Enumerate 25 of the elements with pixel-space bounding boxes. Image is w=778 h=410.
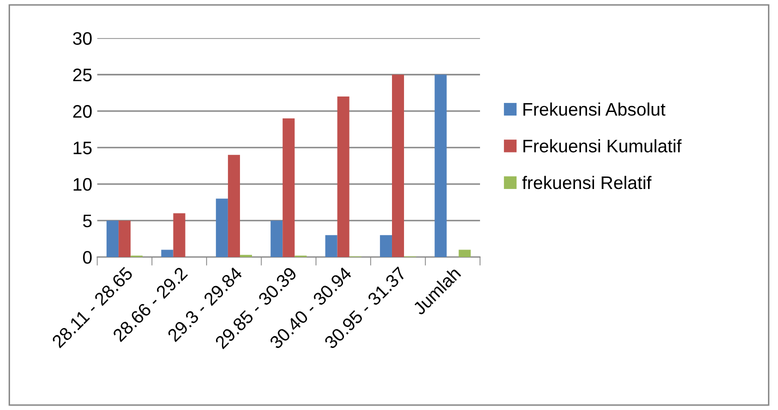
bar (216, 198, 228, 258)
y-tick-label: 10 (74, 178, 92, 191)
legend-label: frekuensi Relatif (522, 176, 652, 190)
bar (228, 154, 240, 258)
bar (434, 74, 447, 258)
bar (161, 250, 174, 258)
y-tick-label: 5 (83, 214, 92, 228)
bar (173, 213, 186, 258)
legend-label: Frekuensi Absolut (523, 102, 666, 116)
bar (325, 235, 338, 258)
bar (106, 220, 119, 258)
bar (392, 74, 404, 258)
bar (282, 118, 295, 258)
y-tick-label: 20 (73, 105, 92, 118)
legend-label: Frekuensi Kumulatif (523, 139, 682, 152)
bar (337, 96, 350, 258)
bar (118, 220, 131, 258)
bar (380, 235, 392, 258)
y-tick-label: 15 (74, 142, 92, 154)
bar (458, 250, 471, 258)
y-tick-label: 30 (72, 32, 92, 45)
bar (240, 254, 252, 258)
y-tick-label: 25 (73, 68, 92, 82)
y-tick-label: 0 (83, 251, 92, 264)
bar (270, 220, 283, 258)
